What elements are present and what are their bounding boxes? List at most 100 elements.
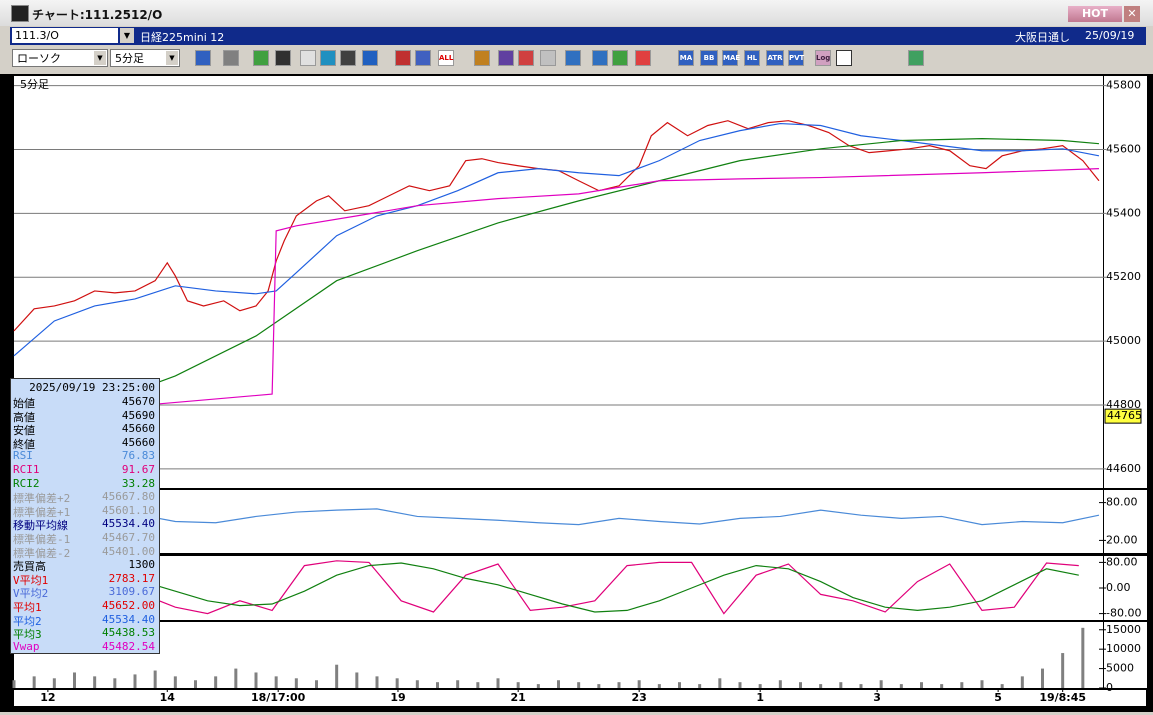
tool-icon[interactable] — [612, 50, 628, 66]
volume-bar — [980, 680, 984, 688]
tool-icon[interactable] — [340, 50, 356, 66]
info-label: 終値 — [13, 437, 35, 451]
chart-type-select[interactable]: ローソク ▼ — [12, 49, 108, 67]
tool-icon[interactable] — [540, 50, 556, 66]
volume-bar — [698, 684, 702, 688]
volume-bar — [859, 684, 863, 688]
series-line — [13, 561, 1079, 613]
volume-bar — [678, 682, 681, 688]
info-label: 標準偏差-2 — [13, 546, 71, 560]
volume-bar — [738, 682, 742, 688]
tool-button[interactable]: BB — [700, 50, 718, 66]
period-select[interactable]: 5分足 ▼ — [110, 49, 180, 67]
tool-icon[interactable] — [592, 50, 608, 66]
tool-icon[interactable] — [362, 50, 378, 66]
dropdown-arrow[interactable]: ▼ — [94, 51, 106, 65]
tool-icon[interactable] — [836, 50, 852, 66]
y-tick-label: 5000 — [1106, 662, 1134, 675]
y-tick-label: 45800 — [1106, 79, 1141, 92]
volume-bar — [52, 678, 56, 688]
tool-icon[interactable] — [908, 50, 924, 66]
tool-icon[interactable] — [275, 50, 291, 66]
volume-bar — [214, 676, 218, 688]
volume-bar — [597, 684, 601, 688]
info-row: 平均1 45652.00 — [13, 599, 157, 614]
tool-button[interactable]: MAE — [722, 50, 740, 66]
axis-bg — [1104, 556, 1147, 620]
volume-bar — [294, 678, 298, 688]
volume-bar — [113, 678, 117, 688]
tool-icon[interactable] — [415, 50, 431, 66]
instrument-name: 日経225mini 12 — [140, 31, 225, 44]
tool-icon[interactable] — [395, 50, 411, 66]
hot-button[interactable]: HOT — [1068, 6, 1122, 22]
close-button[interactable]: ✕ — [1124, 6, 1140, 22]
info-value: 45467.70 — [102, 531, 155, 544]
info-row: RCI1 91.67 — [13, 463, 157, 477]
tool-icon[interactable] — [300, 50, 316, 66]
info-value: 33.28 — [121, 476, 155, 490]
info-label: 売買高 — [13, 560, 46, 574]
info-label: 平均1 — [13, 601, 42, 614]
volume-bar — [899, 684, 903, 688]
symbol-select[interactable]: 111.3/O — [12, 28, 118, 43]
tool-icon[interactable] — [320, 50, 336, 66]
x-tick-label: 19 — [390, 691, 405, 704]
y-tick-label: 0.00 — [1106, 581, 1131, 594]
tool-button[interactable]: HL — [744, 50, 760, 66]
tool-icon[interactable] — [195, 50, 211, 66]
info-label: V平均1 — [13, 573, 49, 587]
series-line — [13, 168, 1099, 417]
x-tick-label: 21 — [511, 691, 526, 704]
info-row: V平均2 3109.67 — [13, 585, 157, 600]
dropdown-arrow[interactable]: ▼ — [166, 51, 178, 65]
header-bar: 111.3/O ▼ 日経225mini 12 大阪日通し 25/09/19 — [10, 27, 1146, 45]
volume-bar — [456, 680, 460, 688]
x-tick-label: 1 — [756, 691, 764, 704]
info-row: 売買高 1300 — [13, 558, 157, 574]
session: 大阪日通し — [1015, 31, 1070, 44]
info-row: RCI2 33.28 — [13, 477, 157, 491]
tool-icon[interactable] — [253, 50, 269, 66]
volume-bar — [1081, 627, 1085, 688]
price-marker-label: 44765 — [1107, 409, 1142, 422]
info-value: 45534.40 — [102, 517, 155, 531]
tool-button[interactable]: Log — [815, 50, 831, 66]
info-label: 安値 — [13, 424, 35, 438]
info-row: RSI 76.83 — [13, 449, 157, 463]
x-tick-label: 14 — [160, 691, 176, 704]
volume-bar — [194, 680, 197, 688]
y-tick-label: 44600 — [1106, 462, 1141, 475]
tool-icon[interactable] — [635, 50, 651, 66]
tool-button[interactable]: ALL — [438, 50, 454, 66]
app-icon — [11, 5, 29, 22]
tool-icon[interactable] — [223, 50, 239, 66]
info-label: 標準偏差-1 — [13, 533, 71, 546]
info-row: V平均1 2783.17 — [13, 572, 157, 587]
volume-bar — [1000, 684, 1004, 688]
info-datetime: 2025/09/19 23:25:00 — [29, 381, 155, 394]
date: 25/09/19 — [1085, 29, 1135, 42]
tool-icon[interactable] — [474, 50, 490, 66]
tool-button[interactable]: ATR — [766, 50, 784, 66]
x-tick-label: 19/8:45 — [1039, 691, 1086, 704]
volume-bar — [315, 680, 318, 688]
info-row: 始値 45670 — [13, 395, 157, 410]
volume-bar — [335, 664, 339, 688]
info-value: 45482.54 — [102, 639, 155, 653]
tool-button[interactable]: MA — [678, 50, 694, 66]
volume-bar — [819, 684, 823, 688]
tool-icon[interactable] — [498, 50, 514, 66]
volume-bar — [657, 684, 661, 688]
dropdown-arrow[interactable]: ▼ — [120, 28, 134, 43]
tool-icon[interactable] — [518, 50, 534, 66]
info-row: Vwap 45482.54 — [13, 640, 157, 654]
info-label: Vwap — [13, 639, 40, 653]
series-line — [13, 508, 1100, 526]
tool-button[interactable]: PVT — [788, 50, 804, 66]
tool-icon[interactable] — [565, 50, 581, 66]
info-row: 標準偏差+1 45601.10 — [13, 504, 157, 519]
info-label: RSI — [13, 449, 33, 463]
y-tick-label: 45600 — [1106, 142, 1141, 155]
